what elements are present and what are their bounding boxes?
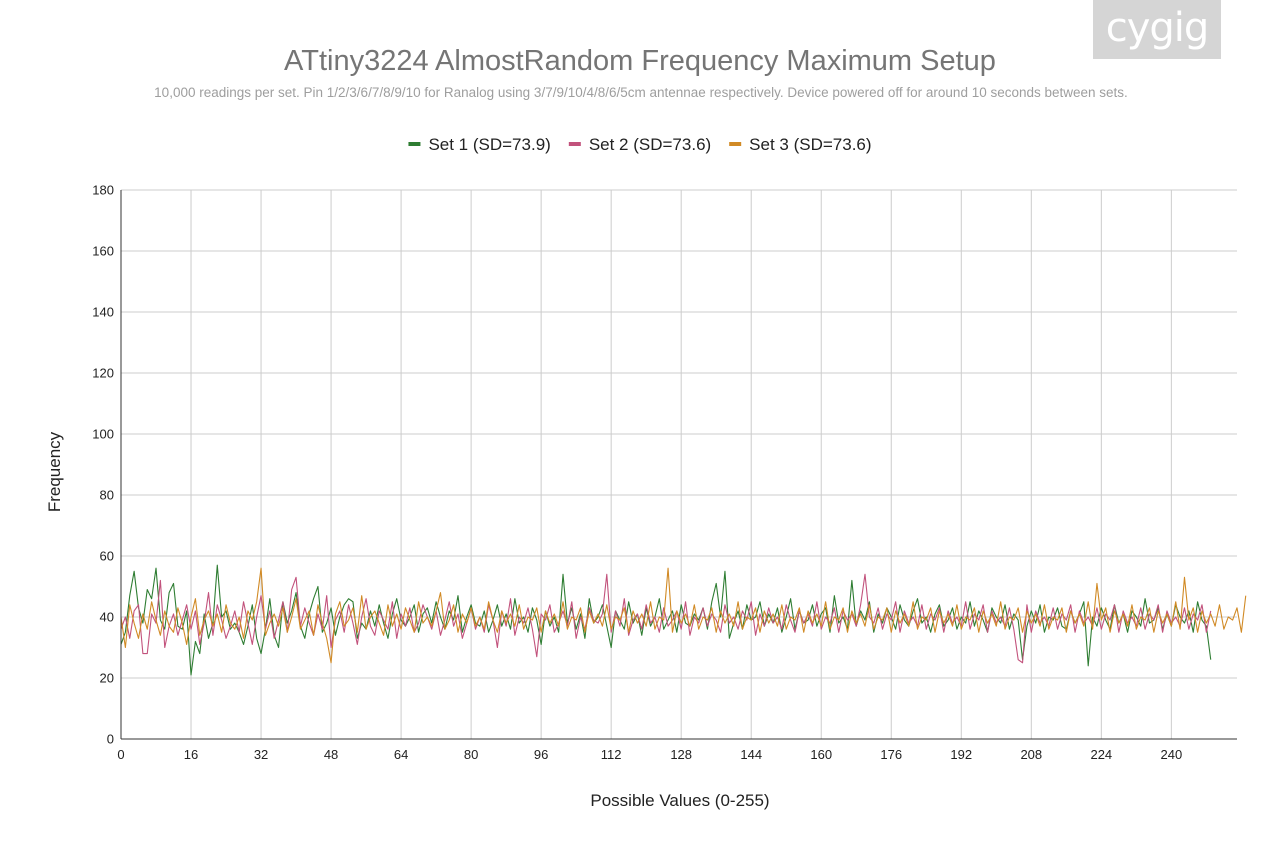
legend-item-set-3: Set 3 (SD=73.6) (729, 135, 872, 154)
x-tick-label: 112 (601, 747, 622, 762)
y-tick-label: 180 (92, 183, 114, 198)
x-tick-label: 224 (1090, 747, 1112, 762)
x-axis-label: Possible Values (0-255) (590, 791, 769, 810)
y-tick-label: 40 (100, 610, 114, 625)
x-tick-label: 96 (534, 747, 548, 762)
y-axis-label: Frequency (45, 431, 64, 512)
legend-label: Set 2 (SD=73.6) (589, 135, 711, 154)
x-tick-label: 32 (254, 747, 268, 762)
x-tick-label: 48 (324, 747, 338, 762)
legend-label: Set 3 (SD=73.6) (749, 135, 871, 154)
chart-title: ATtiny3224 AlmostRandom Frequency Maximu… (284, 45, 996, 77)
x-tick-label: 160 (810, 747, 832, 762)
plot-series (120, 564, 1247, 676)
x-tick-label: 0 (117, 747, 124, 762)
watermark-logo: cygig (1093, 0, 1221, 59)
chart-legend: Set 1 (SD=73.9) Set 2 (SD=73.6) Set 3 (SD=… (408, 135, 872, 154)
x-tick-label: 176 (880, 747, 902, 762)
plot-axes (120, 190, 1237, 740)
y-tick-label: 160 (92, 244, 114, 259)
y-tick-label: 80 (100, 488, 114, 503)
legend-item-set-2: Set 2 (SD=73.6) (568, 135, 711, 154)
series-line-3 (120, 567, 1247, 664)
y-tick-label: 100 (92, 427, 114, 442)
legend-swatch (568, 142, 581, 146)
x-tick-label: 144 (740, 747, 762, 762)
x-tick-label: 16 (184, 747, 198, 762)
x-tick-label: 64 (394, 747, 408, 762)
legend-swatch (408, 142, 421, 146)
x-tick-labels: 0 16 32 48 64 80 96 112 128 144 160 176 192 208 224 240 (117, 747, 1182, 762)
x-tick-label: 128 (670, 747, 692, 762)
y-tick-label: 20 (100, 671, 114, 686)
legend-item-set-1: Set 1 (SD=73.9) (408, 135, 551, 154)
y-tick-label: 0 (107, 732, 114, 747)
y-tick-label: 120 (92, 366, 114, 381)
plot-grid (121, 189, 1237, 739)
x-tick-label: 208 (1020, 747, 1042, 762)
x-tick-label: 240 (1161, 747, 1183, 762)
y-tick-label: 60 (100, 549, 114, 564)
legend-swatch (729, 142, 742, 146)
y-tick-labels: 0 20 40 60 80 100 120 140 160 180 (92, 183, 114, 747)
x-tick-label: 80 (464, 747, 478, 762)
chart-subtitle: 10,000 readings per set. Pin 1/2/3/6/7/8… (154, 85, 1128, 100)
y-tick-label: 140 (92, 305, 114, 320)
x-tick-label: 192 (950, 747, 972, 762)
legend-label: Set 1 (SD=73.9) (428, 135, 550, 154)
